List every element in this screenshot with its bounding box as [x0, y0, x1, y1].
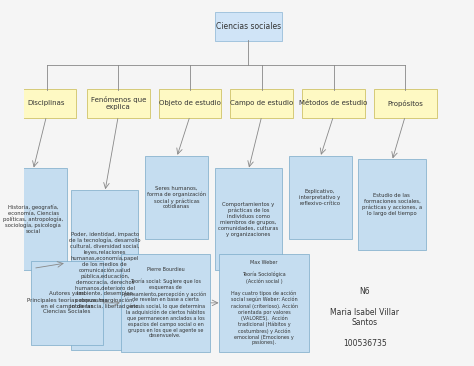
Text: Explicativo,
interpretativo y
reflexivo-crítico: Explicativo, interpretativo y reflexivo-… — [300, 189, 341, 206]
FancyBboxPatch shape — [0, 168, 67, 270]
FancyBboxPatch shape — [374, 89, 437, 117]
Text: Métodos de estudio: Métodos de estudio — [300, 100, 368, 106]
FancyBboxPatch shape — [219, 254, 309, 352]
FancyBboxPatch shape — [145, 156, 208, 239]
Text: Poder, identidad, impacto
de la tecnología, desarrollo
cultural, diversidad soci: Poder, identidad, impacto de la tecnolog… — [69, 232, 141, 309]
FancyBboxPatch shape — [120, 254, 210, 352]
Text: Fenómenos que
explica: Fenómenos que explica — [91, 96, 146, 110]
FancyBboxPatch shape — [230, 89, 293, 117]
FancyBboxPatch shape — [71, 190, 138, 350]
Text: Pierre Bourdieu

Teoría social: Sugiere que los
esquemas de
pensamiento,percepci: Pierre Bourdieu Teoría social: Sugiere q… — [124, 267, 207, 339]
Text: Ciencias sociales: Ciencias sociales — [216, 22, 281, 31]
FancyBboxPatch shape — [87, 89, 150, 117]
FancyBboxPatch shape — [289, 156, 352, 239]
Text: Propósitos: Propósitos — [387, 100, 423, 107]
Text: Estudio de las
formaciones sociales,
prácticas y acciones, a
lo largo del tiempo: Estudio de las formaciones sociales, prá… — [362, 193, 422, 216]
Text: Campo de estudio: Campo de estudio — [230, 100, 293, 106]
Text: Disciplinas: Disciplinas — [28, 100, 65, 106]
FancyBboxPatch shape — [159, 89, 221, 117]
Text: Max Weber

Teoría Sociológica
(Acción social )

Hay cuatro tipos de acción
socia: Max Weber Teoría Sociológica (Acción soc… — [230, 260, 298, 346]
Text: Objeto de estudio: Objeto de estudio — [159, 100, 221, 106]
FancyBboxPatch shape — [18, 89, 76, 117]
FancyBboxPatch shape — [302, 89, 365, 117]
Text: Comportamientos y
prácticas de los
individuos como
miembros de grupos,
comunidad: Comportamientos y prácticas de los indiv… — [218, 202, 279, 237]
Text: Autores y las
Principales teorías expuestas
en el campo de las
Ciencias Sociales: Autores y las Principales teorías expues… — [27, 291, 107, 314]
Text: Historia, geografía,
economía, Ciencias
políticas, antropología,
sociología, psi: Historia, geografía, economía, Ciencias … — [3, 204, 63, 234]
FancyBboxPatch shape — [358, 159, 426, 250]
FancyBboxPatch shape — [31, 261, 102, 345]
Text: N6

Maria Isabel Villar
Santos

100536735: N6 Maria Isabel Villar Santos 100536735 — [330, 287, 400, 348]
FancyBboxPatch shape — [215, 168, 282, 270]
Text: Seres humanos,
forma de organización
social y prácticas
cotidianas: Seres humanos, forma de organización soc… — [147, 186, 206, 209]
FancyBboxPatch shape — [215, 12, 282, 41]
